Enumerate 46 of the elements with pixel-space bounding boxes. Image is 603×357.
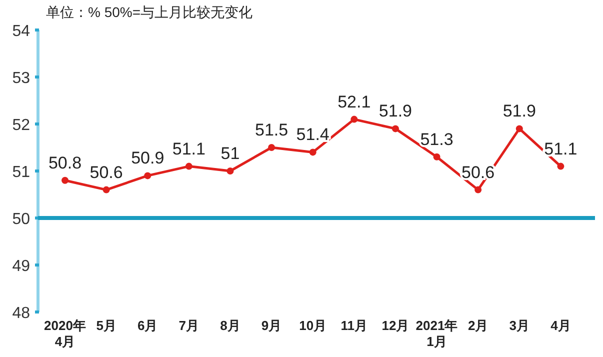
point — [433, 153, 440, 160]
data-label: 50.6 — [90, 162, 123, 182]
y-tick-label: 51 — [12, 164, 30, 181]
x-tick-label: 6月 — [138, 318, 158, 333]
point — [62, 176, 68, 184]
point — [309, 148, 316, 156]
y-tick-label: 53 — [12, 70, 30, 87]
x-tick-label: 8月 — [220, 318, 240, 333]
data-label: 50.9 — [131, 148, 164, 168]
y-tick-label: 54 — [12, 23, 30, 40]
data-label: 51.5 — [254, 120, 288, 140]
x-tick-label: 3月 — [509, 318, 530, 333]
data-label: 50.8 — [48, 153, 82, 172]
point — [102, 186, 110, 194]
point — [350, 116, 358, 123]
y-tick-label: 49 — [12, 258, 30, 275]
chart-title: 单位：% 50%=与上月比较无变化 — [46, 4, 253, 20]
x-tick-label: 4月 — [550, 318, 571, 333]
point — [144, 172, 152, 180]
point — [268, 144, 276, 151]
x-tick-label: 2021年 1月 — [416, 318, 458, 349]
x-tick-label: 11月 — [340, 318, 368, 333]
data-label: 51.9 — [502, 102, 536, 121]
x-tick-label: 2月 — [468, 318, 488, 333]
point — [474, 186, 482, 194]
point — [392, 125, 399, 132]
data-label: 51 — [220, 144, 240, 163]
x-tick-label: 7月 — [178, 318, 200, 333]
y-tick-label: 52 — [12, 117, 30, 134]
data-label: 51.1 — [172, 139, 206, 158]
x-tick-label: 10月 — [299, 318, 327, 333]
x-tick-label: 5月 — [96, 318, 116, 333]
point — [516, 125, 523, 132]
data-label: 51.4 — [296, 125, 330, 144]
point — [226, 168, 234, 174]
point — [185, 162, 192, 170]
data-label: 51.3 — [420, 130, 454, 149]
x-tick-label: 9月 — [261, 318, 282, 333]
point — [557, 162, 564, 170]
x-tick-label: 12月 — [382, 318, 410, 333]
y-tick-label: 48 — [12, 305, 30, 322]
data-label: 51.1 — [544, 139, 578, 158]
data-label: 51.9 — [378, 102, 412, 121]
data-label: 52.1 — [338, 92, 371, 112]
y-tick-label: 50 — [12, 211, 30, 228]
x-tick-label: 2020年 4月 — [44, 318, 86, 349]
